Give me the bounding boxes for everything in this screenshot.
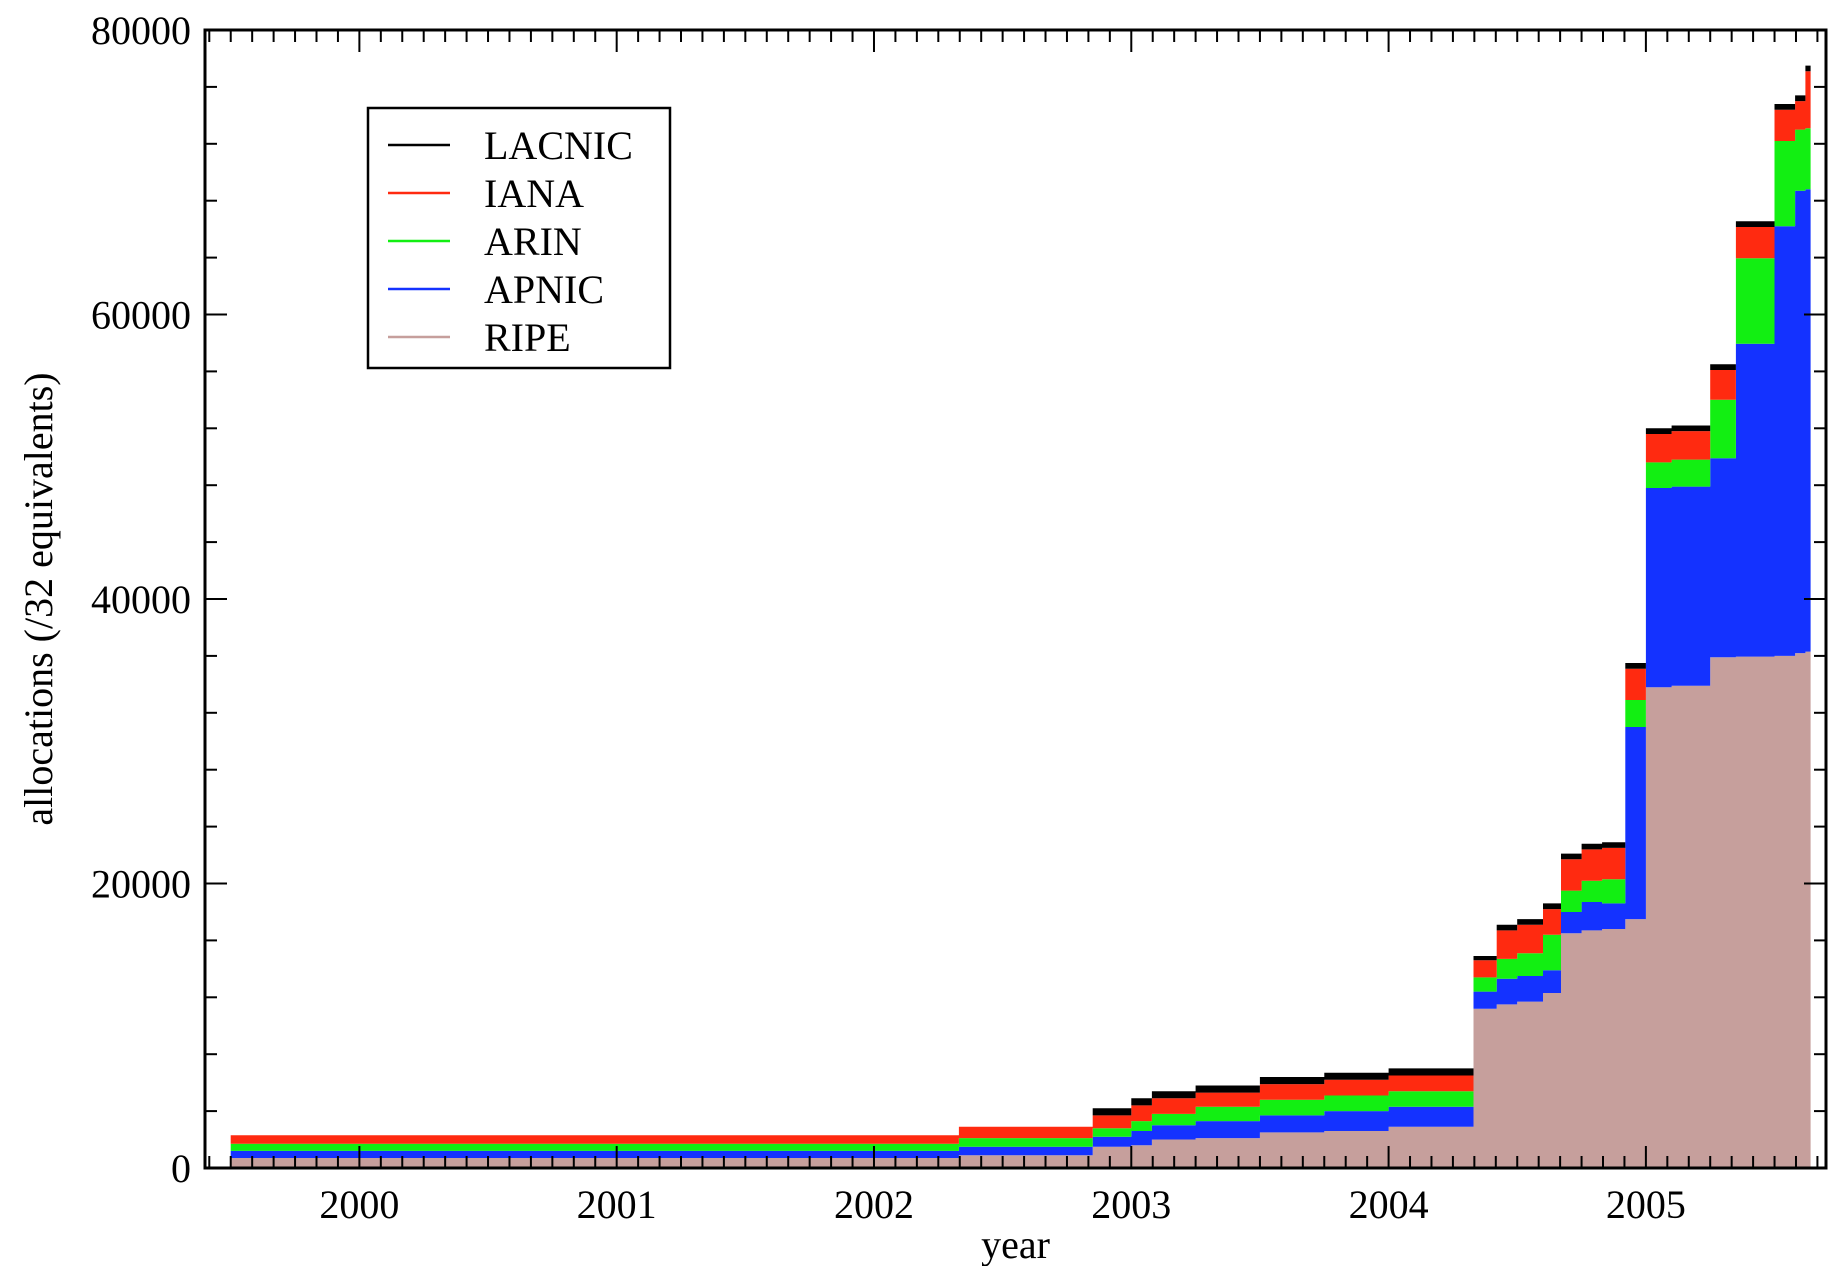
legend-label-arin: ARIN bbox=[484, 219, 582, 264]
x-tick-label: 2005 bbox=[1606, 1182, 1686, 1227]
legend-label-lacnic: LACNIC bbox=[484, 123, 633, 168]
x-tick-label: 2004 bbox=[1349, 1182, 1429, 1227]
y-axis-title: allocations (/32 equivalents) bbox=[16, 372, 61, 825]
y-axis: 0 20000 40000 60000 80000 bbox=[91, 8, 1826, 1191]
y-tick-label: 80000 bbox=[91, 8, 191, 53]
legend-box bbox=[366, 106, 672, 370]
plot-area bbox=[230, 65, 1811, 1168]
legend-label-iana: IANA bbox=[484, 171, 584, 216]
x-tick-label: 2003 bbox=[1091, 1182, 1171, 1227]
series-area-ripe bbox=[230, 651, 1811, 1168]
x-axis-title: year bbox=[981, 1222, 1050, 1266]
y-tick-label: 0 bbox=[171, 1146, 191, 1191]
x-axis: 2000 2001 2002 2003 2004 2005 bbox=[208, 30, 1819, 1227]
y-tick-label: 60000 bbox=[91, 293, 191, 338]
x-tick-label: 2001 bbox=[577, 1182, 657, 1227]
x-tick-label: 2000 bbox=[319, 1182, 399, 1227]
y-tick-label: 20000 bbox=[91, 862, 191, 907]
legend-label-apnic: APNIC bbox=[484, 267, 604, 312]
legend-label-ripe: RIPE bbox=[484, 315, 571, 360]
y-tick-label: 40000 bbox=[91, 577, 191, 622]
x-tick-label: 2002 bbox=[834, 1182, 914, 1227]
